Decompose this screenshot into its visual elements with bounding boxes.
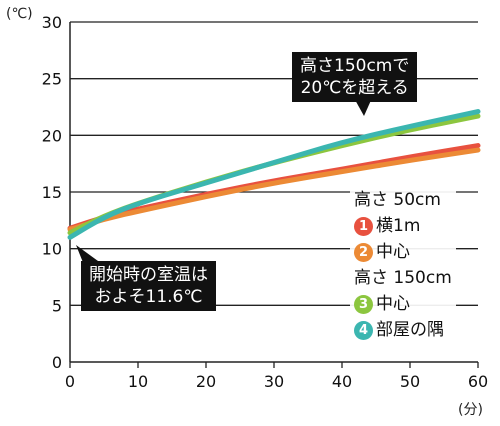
series-line-4: [67, 109, 481, 240]
y-tick-label-15: 15: [42, 183, 62, 202]
axes: [69, 22, 479, 368]
legend-item-2: 2 中心: [354, 239, 452, 265]
x-tick-label-0: 0: [65, 372, 75, 391]
x-axis-unit: (分): [458, 402, 483, 418]
x-tick-label-40: 40: [332, 372, 352, 391]
legend: 高さ 50cm 1 横1m 2 中心 高さ 150cm 3 中心 4 部屋の隅: [350, 187, 456, 343]
y-tick-label-0: 0: [52, 353, 62, 372]
x-tick-label-10: 10: [128, 372, 148, 391]
callout-bottom-pointer: [76, 245, 98, 265]
legend-label-3: 中心: [376, 294, 410, 314]
legend-label-4: 部屋の隅: [376, 320, 444, 340]
legend-item-3: 3 中心: [354, 291, 452, 317]
tick-labels: 0 5 10 15 20 25 30 0 10 20 30 40 50 60: [42, 13, 489, 391]
legend-label-2: 中心: [376, 242, 410, 262]
y-tick-label-10: 10: [42, 240, 62, 259]
x-tick-label-60: 60: [468, 372, 488, 391]
legend-item-4: 4 部屋の隅: [354, 317, 452, 343]
badge-4-icon: 4: [354, 320, 373, 340]
legend-item-1: 1 横1m: [354, 213, 452, 239]
callout-bottom-line1: 開始時の室温は: [89, 265, 208, 285]
y-tick-label-20: 20: [42, 126, 62, 145]
callout-start-temp: 開始時の室温は およそ11.6℃: [81, 261, 216, 311]
callout-top-line1: 高さ150cmで: [300, 56, 410, 76]
x-tick-label-20: 20: [196, 372, 216, 391]
y-tick-label-25: 25: [42, 70, 62, 89]
badge-1-icon: 1: [354, 216, 373, 236]
callout-top-pointer: [354, 98, 372, 116]
legend-title-150cm: 高さ 150cm: [354, 268, 452, 288]
legend-title-50cm: 高さ 50cm: [354, 190, 441, 210]
y-axis-unit: (℃): [6, 6, 33, 22]
callout-top-line2: 20℃を超える: [300, 78, 409, 98]
x-tick-label-50: 50: [400, 372, 420, 391]
callout-150cm: 高さ150cmで 20℃を超える: [292, 52, 418, 102]
badge-2-icon: 2: [354, 242, 373, 262]
x-tick-label-30: 30: [264, 372, 284, 391]
y-tick-label-5: 5: [52, 296, 62, 315]
badge-3-icon: 3: [354, 294, 373, 314]
series-lines: [67, 109, 481, 240]
y-tick-label-30: 30: [42, 13, 62, 32]
legend-label-1: 横1m: [376, 216, 421, 236]
callout-bottom-line2: およそ11.6℃: [94, 287, 203, 307]
